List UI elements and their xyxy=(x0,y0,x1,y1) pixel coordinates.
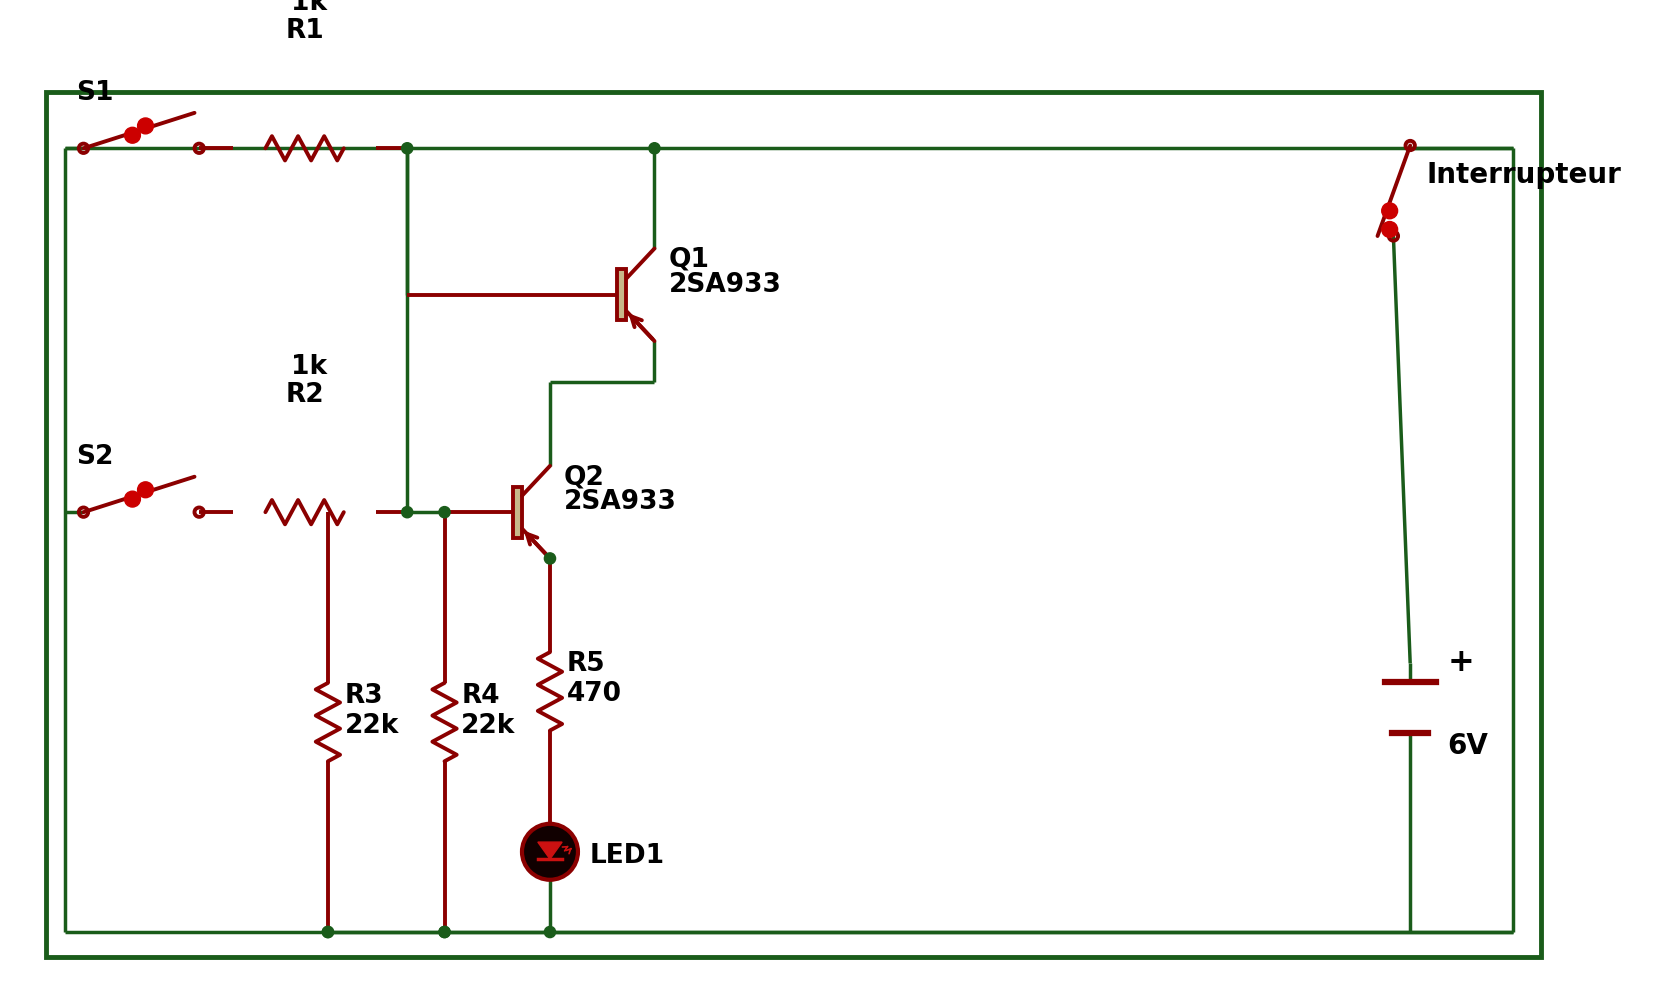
Circle shape xyxy=(125,127,140,143)
Text: 22k: 22k xyxy=(344,713,399,739)
Polygon shape xyxy=(537,842,562,859)
Text: 2SA933: 2SA933 xyxy=(669,272,782,298)
Circle shape xyxy=(544,553,555,564)
Circle shape xyxy=(1382,203,1397,218)
Text: Q2: Q2 xyxy=(564,464,605,490)
Text: R4: R4 xyxy=(461,684,501,709)
Text: 1k: 1k xyxy=(291,0,326,16)
Circle shape xyxy=(544,927,555,938)
Text: Q1: Q1 xyxy=(669,247,710,273)
Text: R3: R3 xyxy=(344,684,384,709)
Text: LED1: LED1 xyxy=(589,843,664,869)
Circle shape xyxy=(402,142,412,154)
Circle shape xyxy=(138,118,153,133)
Text: S1: S1 xyxy=(76,80,113,106)
Circle shape xyxy=(138,482,153,498)
Text: +: + xyxy=(1447,647,1475,678)
Bar xyxy=(617,269,627,320)
Text: S2: S2 xyxy=(76,444,113,469)
Bar xyxy=(512,486,522,537)
Circle shape xyxy=(125,491,140,507)
Circle shape xyxy=(402,507,412,518)
Circle shape xyxy=(522,824,579,879)
Circle shape xyxy=(649,142,660,154)
Bar xyxy=(617,269,627,320)
Text: 470: 470 xyxy=(567,681,622,706)
Text: R1: R1 xyxy=(286,18,324,44)
Text: R2: R2 xyxy=(286,382,324,408)
Text: 6V: 6V xyxy=(1447,732,1488,760)
Circle shape xyxy=(439,927,451,938)
Circle shape xyxy=(439,927,451,938)
Circle shape xyxy=(439,507,451,518)
Circle shape xyxy=(323,927,334,938)
Text: Interrupteur: Interrupteur xyxy=(1427,161,1621,189)
Text: R5: R5 xyxy=(567,651,605,677)
Circle shape xyxy=(1382,221,1397,237)
Circle shape xyxy=(323,927,334,938)
Text: 1k: 1k xyxy=(291,354,326,380)
Bar xyxy=(512,486,522,537)
Text: 2SA933: 2SA933 xyxy=(564,489,677,516)
Text: 22k: 22k xyxy=(461,713,516,739)
